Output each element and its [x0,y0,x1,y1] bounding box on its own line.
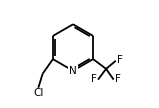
Text: F: F [117,55,123,65]
Text: F: F [114,74,120,84]
Text: F: F [91,74,97,84]
Text: Cl: Cl [33,88,44,98]
Text: N: N [69,66,77,76]
